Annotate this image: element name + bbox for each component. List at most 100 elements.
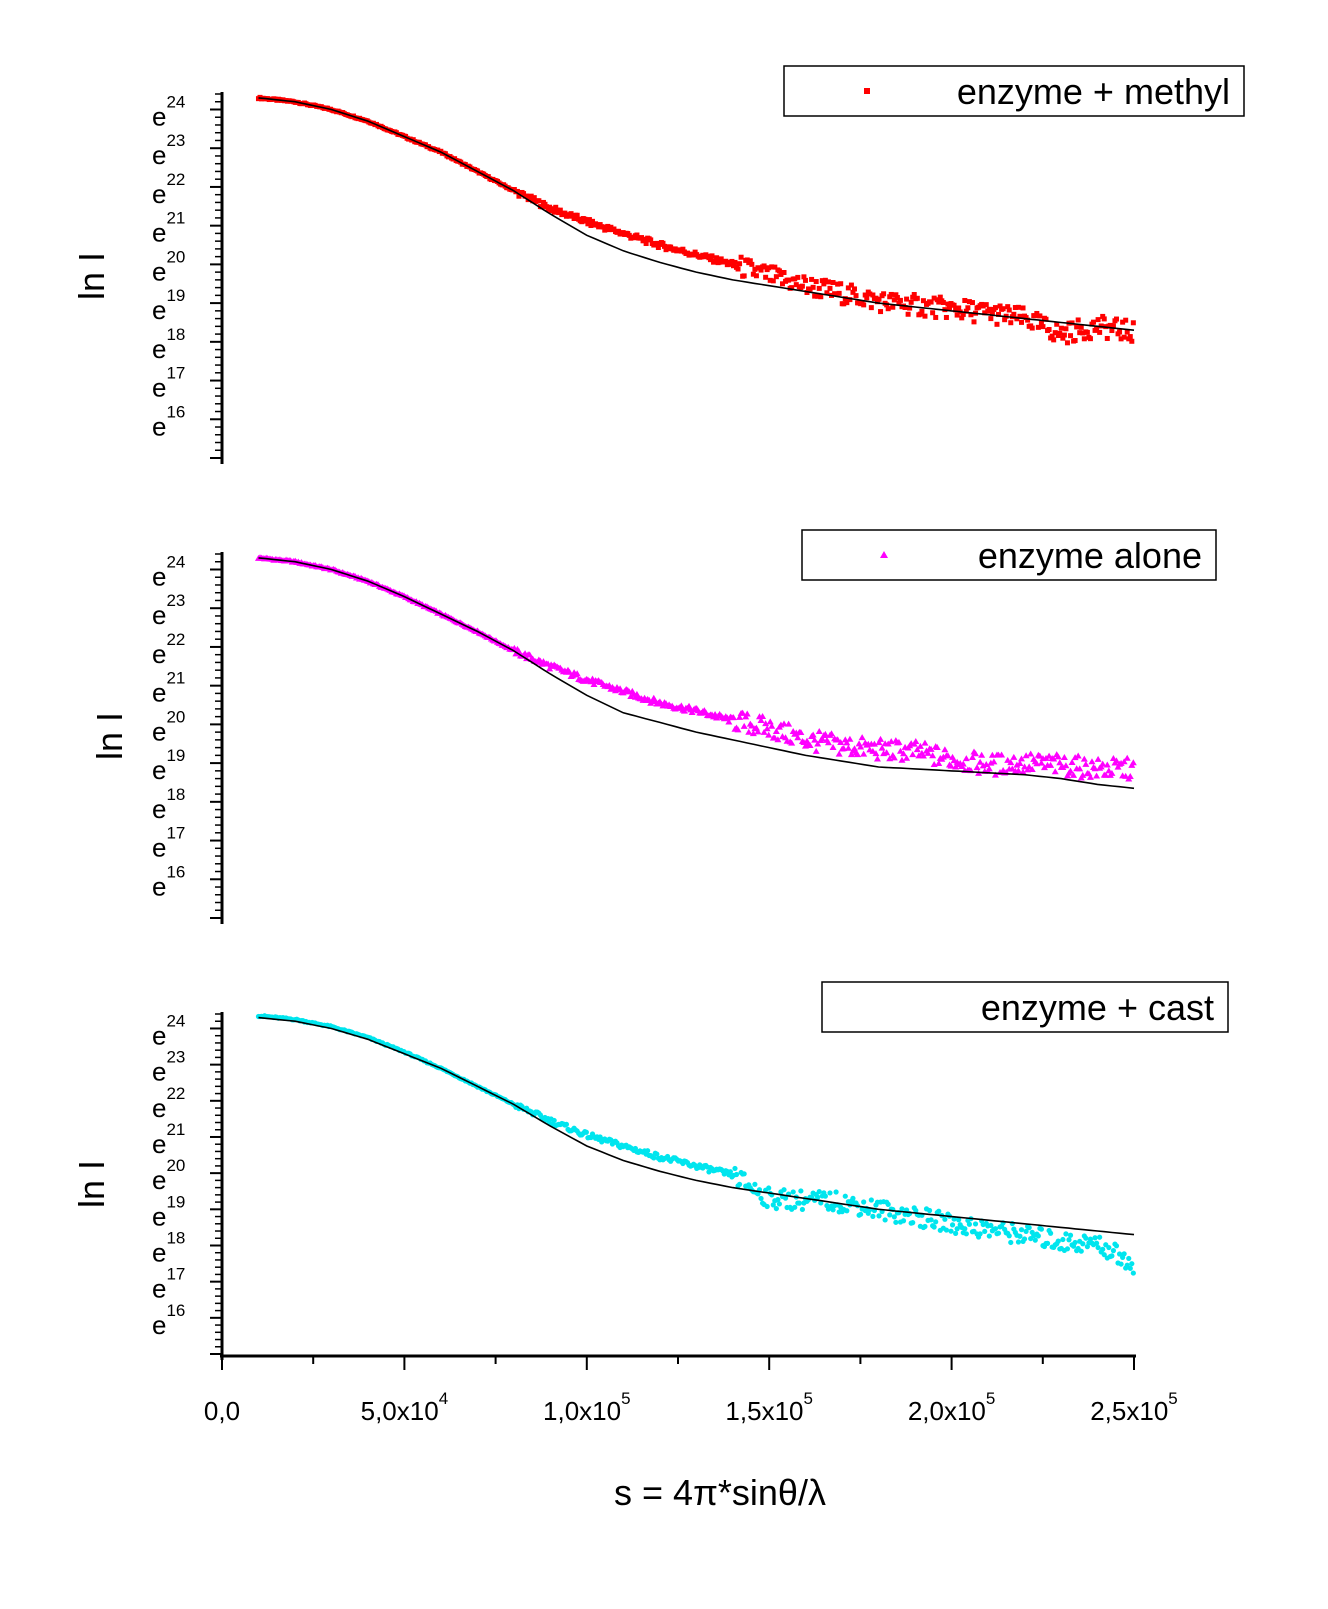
- data-point: [796, 1200, 802, 1206]
- data-point: [763, 274, 769, 280]
- data-point: [1049, 333, 1055, 339]
- data-point: [1080, 755, 1088, 762]
- series-enzyme-methyl: [255, 94, 1136, 346]
- data-point: [1064, 1246, 1071, 1252]
- data-point: [770, 278, 776, 284]
- data-point: [643, 241, 649, 247]
- data-point: [1102, 771, 1110, 778]
- data-point: [1008, 320, 1014, 326]
- data-point: [867, 291, 873, 297]
- data-point: [1051, 337, 1057, 343]
- data-point: [530, 198, 536, 204]
- data-point: [539, 204, 545, 210]
- data-point: [729, 714, 737, 721]
- legend: enzyme + methyl: [783, 65, 1245, 117]
- data-point: [830, 1207, 836, 1213]
- data-point: [996, 311, 1002, 317]
- data-point: [1075, 317, 1081, 323]
- y-tick-label: e16: [152, 1301, 185, 1340]
- data-point: [926, 1207, 933, 1214]
- data-point: [1064, 340, 1070, 346]
- data-point: [897, 297, 903, 303]
- data-point: [1021, 1236, 1028, 1242]
- data-point: [795, 274, 801, 280]
- data-point: [940, 300, 946, 306]
- data-point: [797, 728, 805, 735]
- data-point: [997, 303, 1003, 309]
- data-point: [755, 1191, 761, 1197]
- data-point: [706, 1169, 712, 1175]
- data-point: [1080, 330, 1086, 336]
- data-point: [524, 193, 530, 199]
- data-point: [954, 312, 960, 318]
- data-point: [1117, 329, 1123, 335]
- data-point: [888, 291, 894, 297]
- data-point: [583, 218, 589, 224]
- data-point: [913, 746, 921, 753]
- data-point: [930, 310, 936, 316]
- data-point: [887, 1212, 893, 1218]
- data-point: [1006, 307, 1012, 313]
- data-point: [761, 263, 767, 269]
- data-point: [985, 765, 993, 772]
- data-point: [927, 745, 935, 752]
- data-point: [760, 728, 768, 735]
- data-point: [908, 299, 914, 305]
- data-point: [1094, 326, 1100, 332]
- legend-label: enzyme + cast: [981, 987, 1214, 1028]
- data-point: [1019, 768, 1027, 775]
- data-point: [1097, 329, 1103, 335]
- data-point: [1070, 771, 1078, 778]
- y-axis-title: ln I: [71, 252, 112, 300]
- data-point: [1034, 310, 1040, 316]
- data-point: [986, 306, 992, 312]
- data-point: [962, 1226, 968, 1232]
- data-point: [1127, 1265, 1133, 1271]
- data-point: [794, 734, 802, 741]
- data-point: [759, 713, 767, 720]
- data-point: [1008, 1239, 1014, 1246]
- data-point: [824, 290, 830, 296]
- data-point: [562, 210, 568, 216]
- data-point: [834, 736, 842, 743]
- data-point: [1117, 759, 1125, 766]
- data-point: [547, 204, 553, 210]
- legend-marker: [880, 551, 888, 558]
- data-point: [816, 285, 822, 291]
- data-point: [775, 1197, 781, 1203]
- data-point: [790, 1189, 796, 1195]
- data-point: [752, 266, 758, 272]
- data-point: [1126, 772, 1134, 779]
- data-point: [875, 739, 883, 746]
- data-point: [736, 1181, 743, 1187]
- data-point: [1067, 1232, 1074, 1238]
- data-point: [1056, 759, 1064, 766]
- data-point: [1109, 755, 1117, 762]
- data-point: [910, 1220, 916, 1226]
- data-point: [737, 261, 743, 267]
- data-point: [750, 271, 756, 277]
- data-point: [861, 1199, 867, 1205]
- data-point: [521, 191, 527, 197]
- data-point: [827, 285, 833, 291]
- x-tick-label: 2,5x105: [1090, 1389, 1178, 1426]
- data-point: [528, 193, 534, 199]
- data-point: [812, 747, 820, 754]
- data-point: [1084, 329, 1090, 335]
- data-point: [1023, 315, 1029, 321]
- data-point: [1026, 1225, 1032, 1231]
- data-point: [983, 302, 989, 308]
- data-point: [945, 301, 951, 307]
- data-point: [571, 215, 577, 221]
- data-point: [902, 305, 908, 311]
- data-point: [766, 718, 774, 725]
- data-point: [550, 206, 556, 212]
- data-point: [959, 760, 967, 767]
- data-point: [1017, 1233, 1023, 1239]
- data-point: [890, 304, 896, 310]
- data-point: [858, 734, 866, 741]
- data-point: [566, 668, 574, 675]
- data-point: [712, 258, 718, 264]
- y-tick-label: e22: [152, 170, 185, 209]
- data-point: [929, 752, 937, 759]
